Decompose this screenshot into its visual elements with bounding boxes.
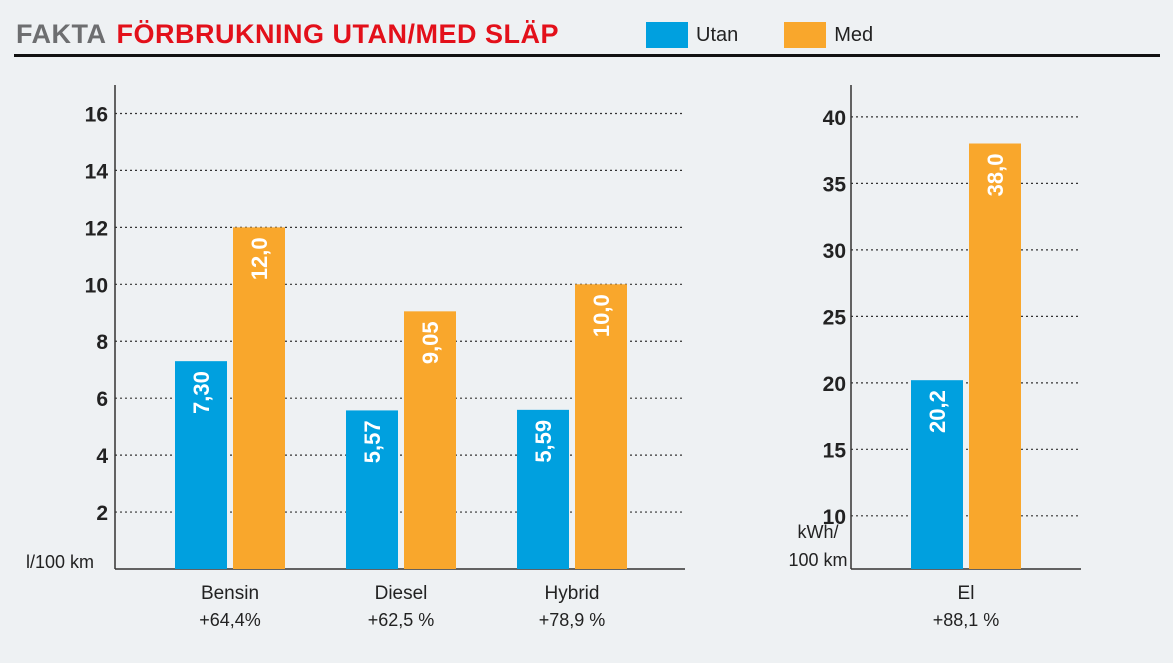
bar-value-label: 12,0 [247, 237, 272, 280]
y-tick-label: 8 [96, 331, 108, 354]
legend-item-utan: Utan [646, 22, 738, 48]
y-tick-label: 16 [85, 103, 108, 126]
header-rule [14, 54, 1160, 57]
category-change-label: +88,1 % [933, 610, 1000, 630]
bar-utan-bensin [175, 361, 227, 569]
bar-value-label: 20,2 [925, 390, 950, 433]
bar-value-label: 5,57 [360, 420, 385, 463]
bar-med-hybrid [575, 284, 627, 569]
bar-value-label: 5,59 [531, 420, 556, 463]
category-label: Diesel [375, 583, 428, 604]
bar-med-el [969, 143, 1021, 569]
y-tick-label: 35 [823, 173, 847, 196]
bar-value-label: 10,0 [589, 294, 614, 337]
bar-value-label: 38,0 [983, 154, 1008, 197]
bar-utan-diesel [346, 410, 398, 569]
bar-utan-hybrid [517, 409, 569, 569]
legend-swatch-utan [646, 22, 688, 48]
y-axis-label: 100 km [788, 550, 847, 570]
y-tick-label: 12 [85, 217, 108, 240]
bar-utan-el [911, 380, 963, 569]
bar-med-bensin [233, 227, 285, 569]
legend-label-utan: Utan [696, 23, 739, 46]
y-tick-label: 6 [96, 388, 108, 411]
y-tick-label: 10 [85, 274, 108, 297]
category-change-label: +62,5 % [368, 610, 435, 630]
y-tick-label: 40 [823, 107, 846, 130]
y-tick-label: 25 [823, 306, 847, 329]
bar-value-label: 7,30 [189, 371, 214, 414]
title-prefix: FAKTA [16, 18, 107, 49]
y-tick-label: 30 [823, 240, 846, 263]
legend-label-med: Med [834, 23, 874, 46]
y-axis-label: l/100 km [26, 552, 94, 572]
y-tick-label: 10 [823, 506, 846, 529]
legend-swatch-med [784, 22, 827, 48]
legend-item-med: Med [784, 22, 873, 48]
y-tick-label: 20 [823, 373, 846, 396]
y-axis-label: kWh/ [797, 522, 838, 542]
category-label: Hybrid [545, 583, 600, 604]
y-tick-label: 15 [823, 439, 847, 462]
category-change-label: +64,4% [199, 610, 261, 630]
bar-value-label: 9,05 [418, 321, 443, 364]
chart-title: FÖRBRUKNING UTAN/MED SLÄP [116, 18, 559, 49]
category-label: Bensin [201, 583, 259, 604]
bar-med-diesel [404, 311, 456, 569]
y-tick-label: 2 [96, 502, 108, 525]
y-tick-label: 4 [96, 445, 108, 468]
chart-header: FAKTA FÖRBRUKNING UTAN/MED SLÄP [16, 16, 559, 52]
category-label: El [958, 583, 975, 604]
legend: Utan Med [646, 22, 919, 48]
y-tick-label: 14 [85, 160, 109, 183]
category-change-label: +78,9 % [539, 610, 606, 630]
